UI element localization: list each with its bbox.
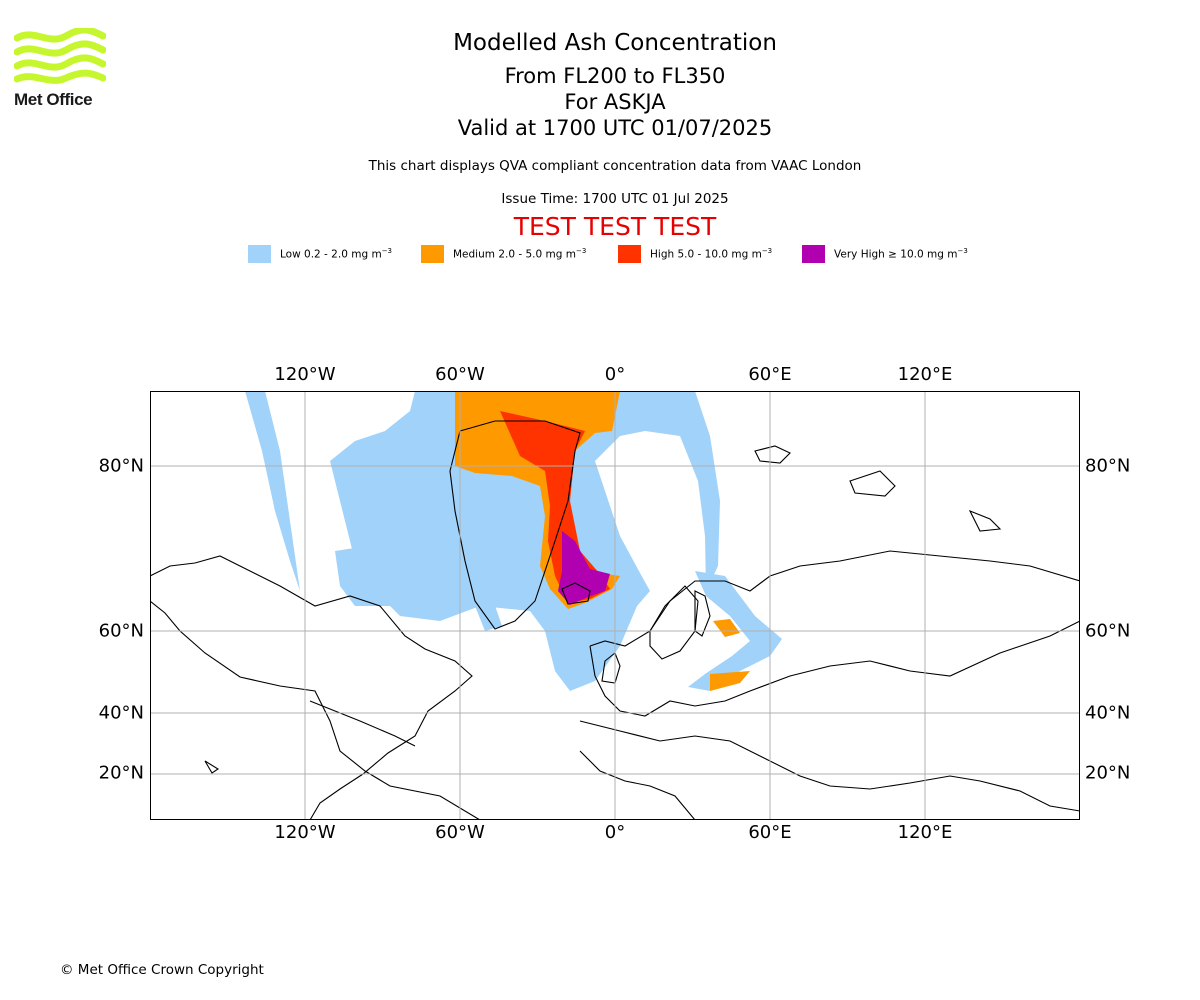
legend-unit-exponent: −3 [575, 247, 587, 256]
legend-swatch-high [618, 245, 641, 263]
met-office-logo-text: Met Office [14, 90, 93, 109]
legend-unit-exponent: −3 [957, 247, 968, 256]
volcano-name: For ASKJA [564, 90, 666, 114]
lat-label-left: 80°N [98, 455, 144, 477]
met-office-wave-icon [13, 26, 107, 84]
met-office-logo: Met Office [13, 26, 114, 114]
legend-swatch-medium [421, 245, 444, 263]
legend-label-high: High 5.0 - 10.0 mg m [650, 248, 762, 261]
lon-label-top: 120°W [274, 364, 336, 385]
lat-label-right: 60°N [1085, 620, 1131, 642]
chart-title: Modelled Ash Concentration [453, 30, 777, 56]
legend-item-medium: Medium 2.0 - 5.0 mg m−3 [421, 244, 586, 264]
lon-label-top: 60°E [748, 364, 792, 385]
lon-label-top: 0° [604, 364, 626, 385]
legend-label-medium: Medium 2.0 - 5.0 mg m [453, 248, 576, 261]
issue-time: Issue Time: 1700 UTC 01 Jul 2025 [501, 191, 729, 207]
lon-label-bottom: 0° [604, 822, 626, 843]
lon-label-bottom: 60°E [748, 822, 792, 843]
ash-plume-medium [455, 391, 750, 691]
lon-label-bottom: 120°E [897, 822, 953, 843]
lat-label-left: 40°N [98, 702, 144, 724]
graticule [150, 391, 1080, 820]
lat-label-left: 20°N [98, 762, 144, 784]
lat-label-right: 40°N [1085, 702, 1131, 724]
lon-label-top: 60°W [435, 364, 485, 385]
flight-levels: From FL200 to FL350 [504, 64, 726, 88]
valid-time: Valid at 1700 UTC 01/07/2025 [457, 116, 773, 140]
ash-concentration-map [150, 391, 1080, 820]
legend-label-low: Low 0.2 - 2.0 mg m [280, 248, 382, 261]
legend-item-high: High 5.0 - 10.0 mg m−3 [618, 244, 772, 264]
legend-item-very-high: Very High ≥ 10.0 mg m−3 [802, 244, 968, 264]
legend-unit-exponent: −3 [381, 247, 393, 256]
map-frame [150, 391, 1080, 820]
qva-note: This chart displays QVA compliant concen… [368, 158, 862, 174]
legend-item-low: Low 0.2 - 2.0 mg m−3 [248, 244, 392, 264]
test-banner: TEST TEST TEST [513, 212, 717, 241]
copyright-notice: © Met Office Crown Copyright [60, 962, 264, 978]
lat-label-right: 80°N [1085, 455, 1131, 477]
lon-label-top: 120°E [897, 364, 953, 385]
legend-swatch-low [248, 245, 271, 263]
lat-label-left: 60°N [98, 620, 144, 642]
lat-label-right: 20°N [1085, 762, 1131, 784]
lon-label-bottom: 120°W [274, 822, 336, 843]
ash-plume-very-high [558, 531, 610, 605]
legend-swatch-very-high [802, 245, 825, 263]
legend-label-very-high: Very High ≥ 10.0 mg m [834, 248, 958, 261]
legend-unit-exponent: −3 [761, 247, 773, 256]
lon-label-bottom: 60°W [435, 822, 485, 843]
